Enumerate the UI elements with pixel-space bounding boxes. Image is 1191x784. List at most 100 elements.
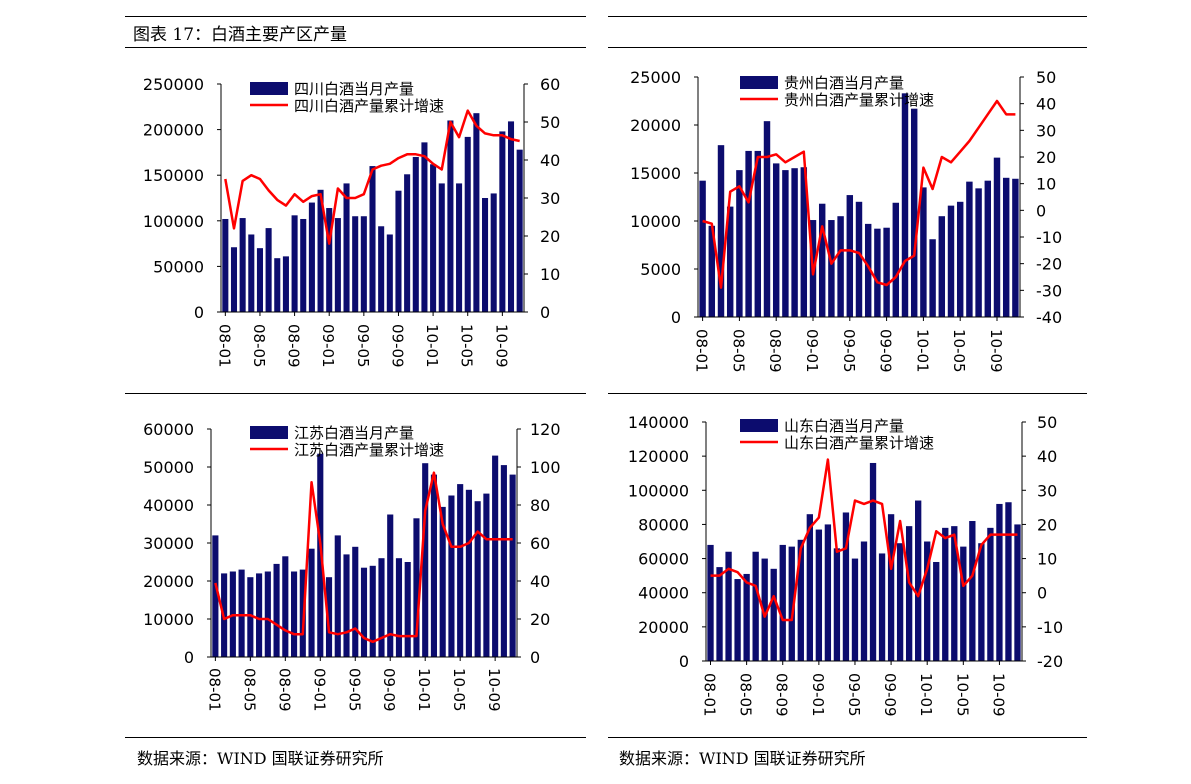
chart2-bar (874, 228, 881, 317)
chart2-bar (800, 167, 808, 317)
bottom-rule-left (125, 737, 586, 738)
chart4-bar (851, 558, 859, 661)
chart2-bar (818, 203, 826, 317)
chart1-bar (369, 166, 376, 312)
chart4-bar (905, 526, 913, 661)
chart4-bar (896, 543, 904, 661)
chart1-bar (265, 228, 272, 312)
chart4-bar (915, 500, 922, 661)
chart2-growth-line (702, 99, 1016, 289)
chart2-x-tick-label: 09-05 (840, 329, 858, 373)
chart3-right-tick-label: 20 (530, 610, 550, 629)
chart1-left-tick-label: 150000 (143, 166, 204, 185)
chart1-bar (239, 218, 246, 312)
chart4-bar (797, 539, 804, 661)
chart1-bar (343, 183, 350, 312)
chart2-bar (782, 170, 789, 317)
chart4-bar (842, 512, 850, 661)
chart2-bar (929, 239, 936, 317)
chart2-x-tick-label: 10-01 (913, 329, 931, 373)
chart2-bar (1012, 178, 1019, 317)
chart4-legend-line-label: 山东白酒产量累计增速 (784, 434, 934, 452)
chart1-legend-bar-label: 四川白酒当月产量 (294, 80, 414, 98)
chart3-bar (291, 571, 298, 657)
chart4-bar (951, 526, 958, 661)
chart3-bar (430, 474, 437, 657)
chart1-x-tick-label: 08-09 (285, 324, 303, 368)
chart1-right-tick-label: 50 (540, 113, 560, 132)
chart2-right-tick-label: -20 (1036, 255, 1062, 274)
chart2-right-tick-label: 20 (1036, 148, 1056, 167)
chart3-right-tick-label: 60 (530, 534, 550, 553)
chart4-left-tick-label: 40000 (638, 584, 689, 603)
chart1-right-tick-label: 30 (540, 189, 560, 208)
chart3-bar (369, 565, 376, 657)
chart3-bar (422, 463, 429, 657)
chart4-bar (788, 546, 795, 661)
chart1-x-tick-label: 10-01 (423, 324, 441, 368)
chart1-bar (222, 218, 229, 312)
chart2-bar (708, 225, 716, 317)
chart3-bar (483, 493, 490, 657)
chart4-x-tick-label: 08-05 (737, 673, 755, 717)
chart2-x-tick-label: 10-09 (987, 329, 1005, 373)
chart2-x-tick-label: 09-01 (803, 329, 821, 373)
chart1-bar (464, 136, 471, 312)
chart2-bar (828, 220, 835, 317)
chart2-bar (772, 163, 780, 317)
chart2-bar (736, 170, 743, 317)
chart3-x-tick-label: 10-09 (485, 668, 503, 712)
chart1-x-tick-label: 10-05 (458, 324, 476, 368)
chart2-left-tick-label: 25000 (630, 68, 681, 87)
chart3-bar (448, 495, 455, 657)
chart2-bar (745, 150, 752, 317)
chart2-bar (726, 206, 734, 317)
chart3-bar (404, 562, 411, 657)
chart3-bar (465, 489, 472, 657)
chart1-legend-line-label: 四川白酒产量累计增速 (294, 97, 444, 115)
bottom-rule-right (608, 737, 1087, 738)
chart3-right-tick-label: 100 (530, 458, 561, 477)
source-right: 数据来源：WIND 国联证券研究所 (619, 749, 866, 768)
chart1-bar (490, 193, 497, 312)
chart3-bar (492, 455, 499, 657)
chart4-bar (878, 553, 886, 661)
chart2-right-tick-label: -10 (1036, 228, 1062, 247)
chart4-left-tick-label: 100000 (628, 481, 689, 500)
chart4-x-tick-label: 09-05 (845, 673, 863, 717)
chart2-bar (846, 195, 854, 317)
chart3-bar (334, 535, 341, 657)
chart3-bar (247, 577, 254, 657)
chart2-bar (938, 216, 946, 317)
chart2-x-tick-label: 08-09 (766, 329, 784, 373)
chart4-right-tick-label: 20 (1037, 515, 1057, 534)
chart4-bar (933, 561, 940, 661)
chart3-bar (352, 546, 359, 657)
chart4-bar (752, 551, 759, 661)
chart4-x-tick-label: 10-01 (917, 673, 935, 717)
chart2-right-tick-label: -40 (1036, 308, 1062, 327)
chart2-bar (717, 145, 725, 317)
chart1-x-tick-label: 10-09 (492, 324, 510, 368)
chart3-bar (212, 535, 219, 657)
chart4-bar (942, 527, 949, 661)
chart2-bar (975, 188, 982, 317)
chart3-right-tick-label: 40 (530, 572, 550, 591)
figure-title: 图表 17：白酒主要产区产量 (133, 25, 348, 45)
chart2-bar (966, 181, 973, 317)
chart2-bar (837, 216, 844, 317)
chart4-bar (707, 544, 714, 661)
chart3-bar (439, 506, 446, 657)
chart2-bar (791, 168, 798, 317)
chart4-x-tick-label: 08-01 (701, 673, 719, 717)
chart2-right-tick-label: 40 (1036, 95, 1056, 114)
chart3-x-tick-label: 08-09 (275, 668, 293, 712)
chart2-bar (993, 157, 1001, 317)
chart2-x-tick-label: 08-05 (729, 329, 747, 373)
chart1-x-tick-label: 09-09 (388, 324, 406, 368)
chart4-left-tick-label: 80000 (638, 515, 689, 534)
chart1-bar (395, 190, 402, 312)
chart4-bar (815, 529, 823, 661)
chart2-legend-bar-label: 贵州白酒当月产量 (784, 74, 904, 92)
chart2-bar (855, 201, 863, 317)
